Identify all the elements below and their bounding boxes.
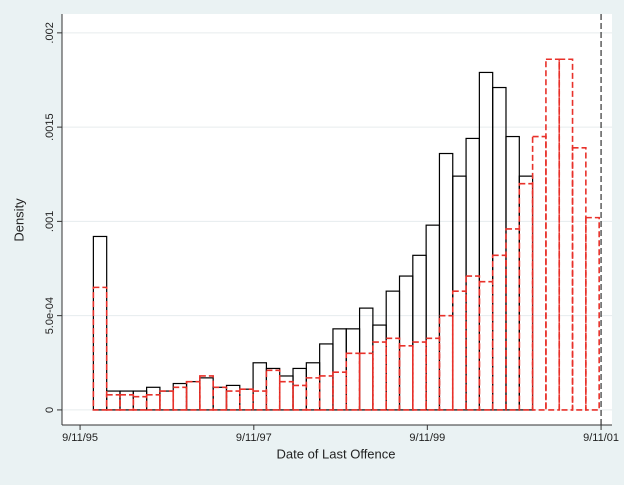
histogram-bar <box>518 182 534 411</box>
histogram-bar <box>585 216 600 411</box>
y-tick-label: .002 <box>44 22 56 43</box>
x-tick-label: 9/11/95 <box>62 432 98 444</box>
x-tick-label: 9/11/99 <box>409 432 445 444</box>
x-axis-title: Date of Last Offence <box>277 446 396 461</box>
histogram-bar <box>545 58 561 411</box>
histogram-bar <box>558 58 574 411</box>
histogram-bar <box>372 341 388 411</box>
histogram-bar <box>465 275 481 411</box>
y-tick-label: .0015 <box>44 113 56 141</box>
plot-background <box>62 14 612 425</box>
x-tick-label: 9/11/97 <box>236 432 272 444</box>
y-tick-label: .001 <box>44 211 56 232</box>
y-tick-label: 5.0e-04 <box>44 297 56 334</box>
histogram-bar <box>92 286 108 411</box>
y-tick-label: 0 <box>44 407 56 413</box>
histogram-bar <box>571 147 587 411</box>
histogram-bar <box>412 341 427 411</box>
y-axis-title: Density <box>11 198 26 242</box>
histogram-bar <box>292 384 308 411</box>
histogram-bar <box>265 369 281 411</box>
histogram-bar <box>145 394 161 411</box>
x-tick-label: 9/11/01 <box>583 432 619 444</box>
